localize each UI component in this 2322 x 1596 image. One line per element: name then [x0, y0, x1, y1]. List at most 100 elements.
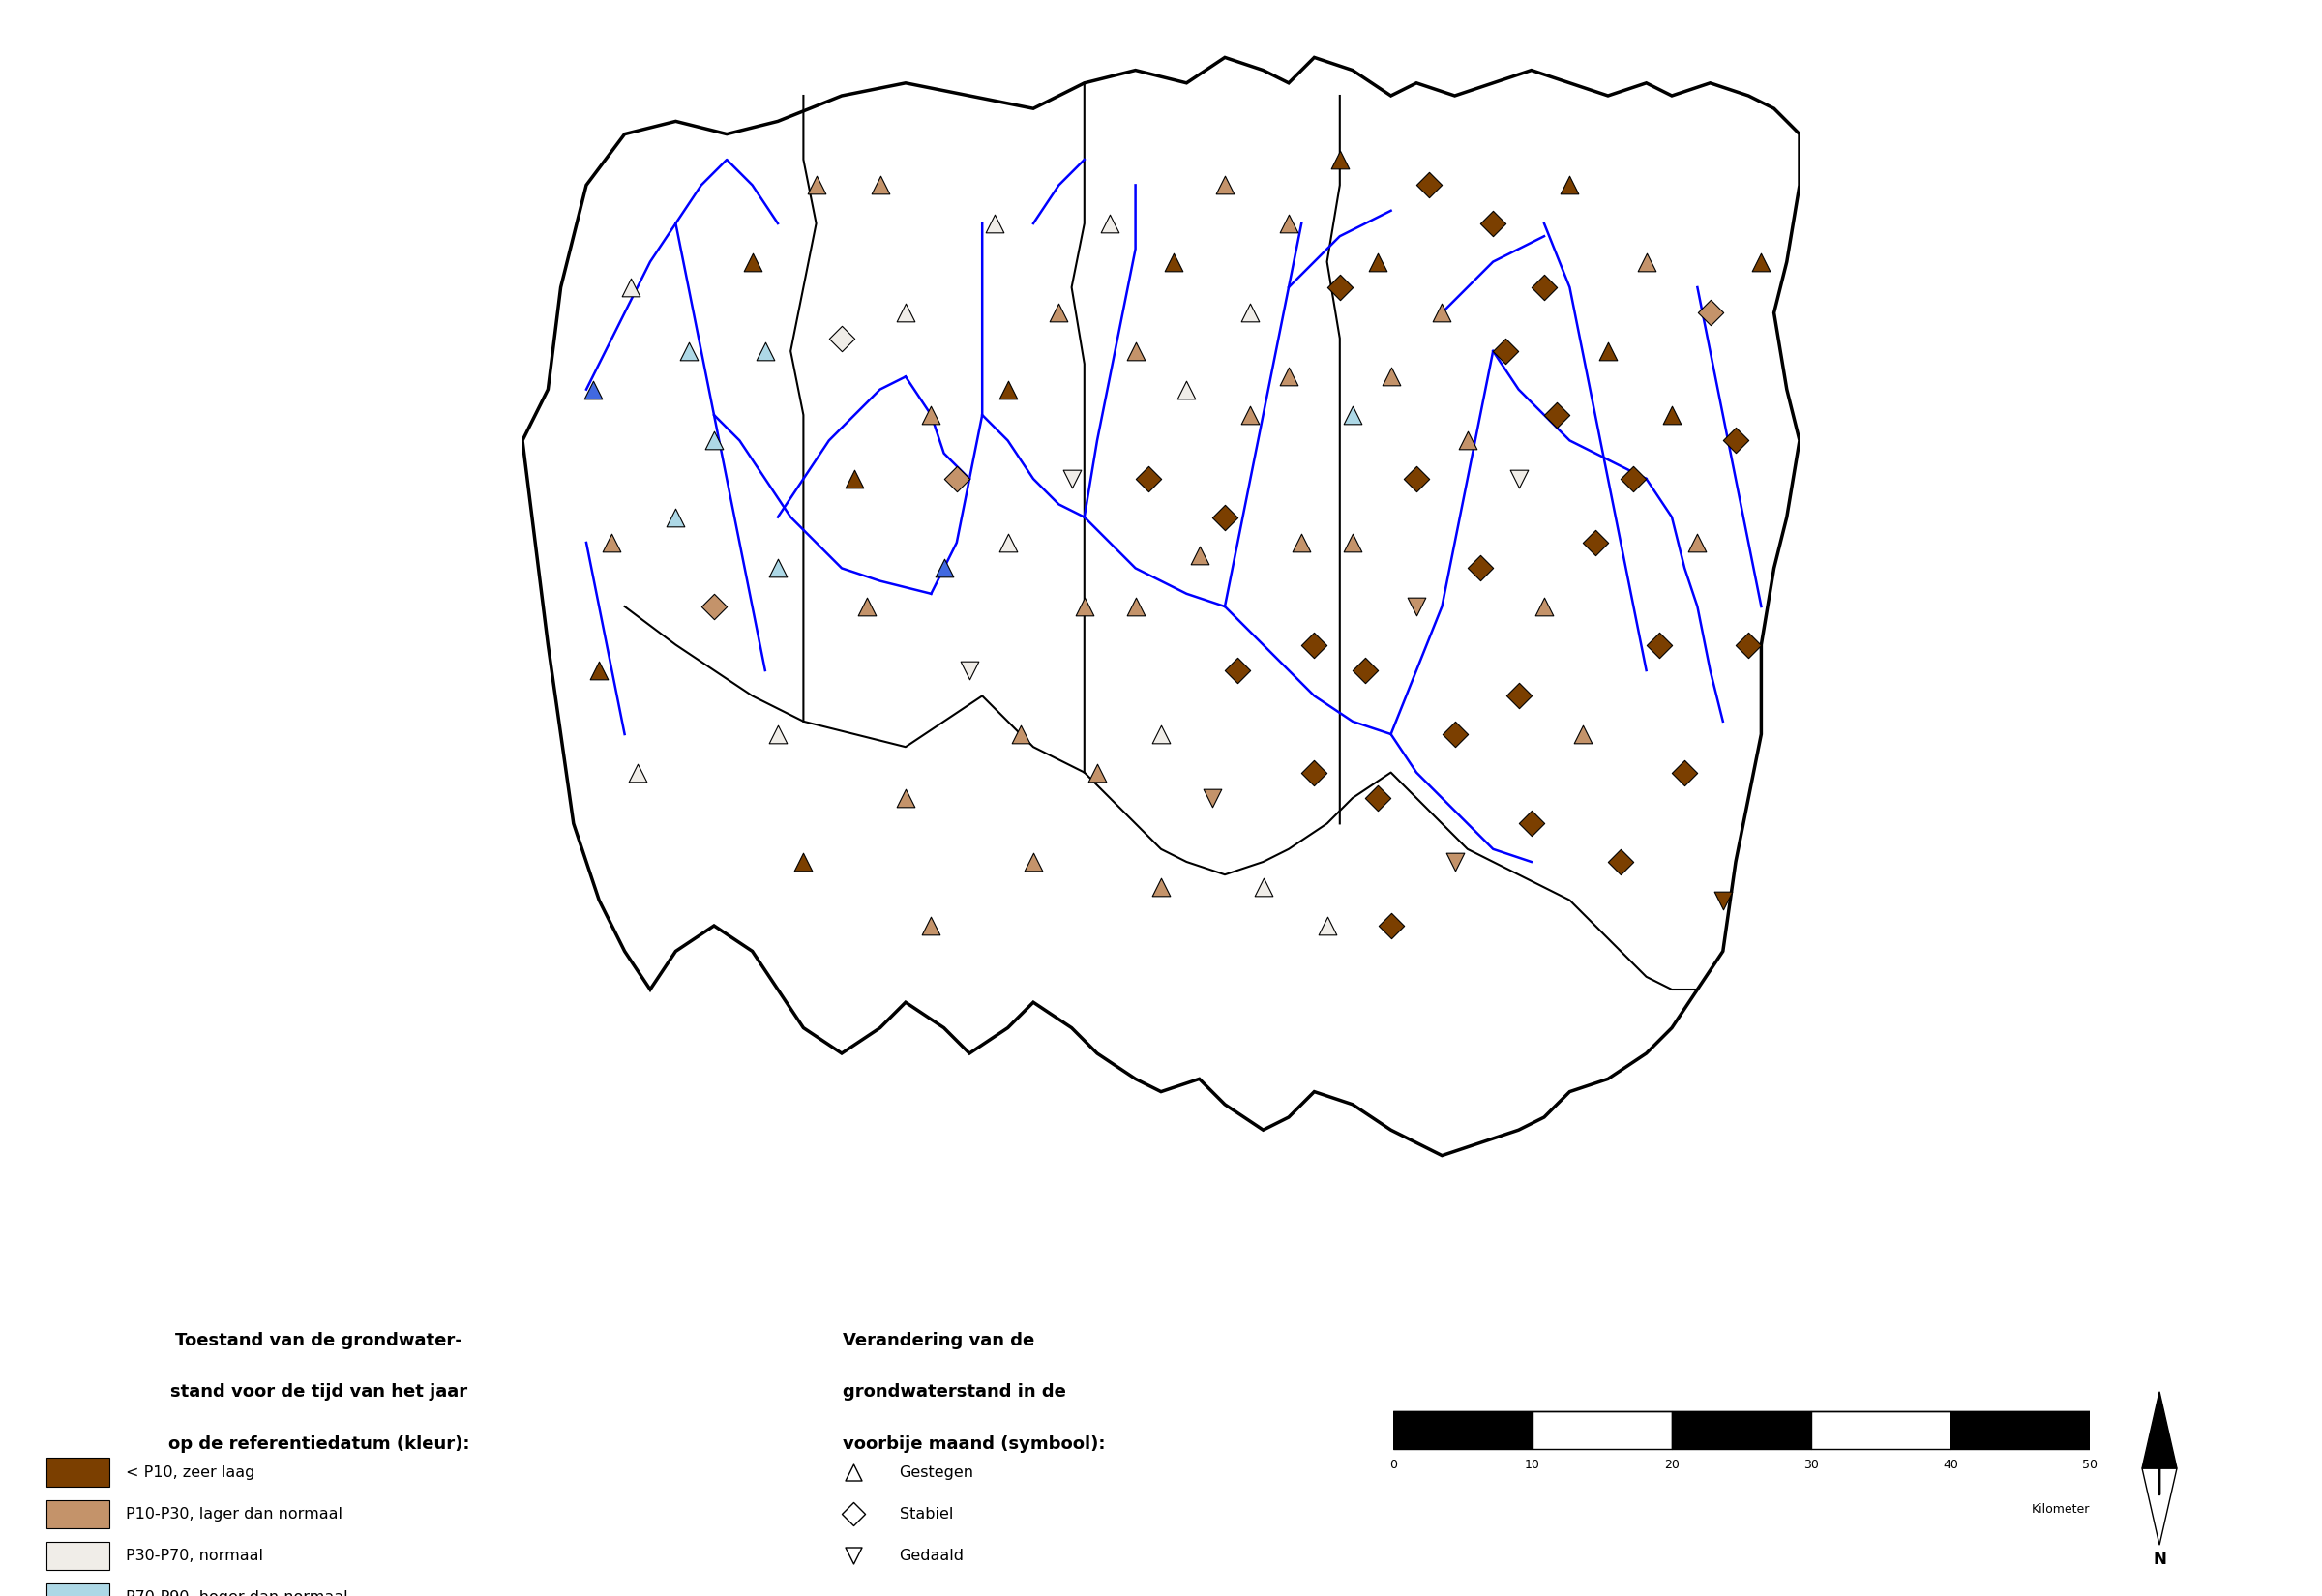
- Text: grondwaterstand in de: grondwaterstand in de: [843, 1384, 1066, 1401]
- Point: [1449, 428, 1486, 453]
- Point: [924, 555, 964, 581]
- Bar: [1811, 1411, 1950, 1449]
- Point: [1333, 402, 1370, 428]
- Point: [1270, 211, 1307, 236]
- Point: [1577, 530, 1614, 555]
- Point: [887, 785, 924, 811]
- Point: [913, 913, 950, 938]
- Point: [1142, 875, 1180, 900]
- Point: [1474, 211, 1512, 236]
- FancyBboxPatch shape: [46, 1542, 109, 1570]
- Point: [1372, 364, 1409, 389]
- Point: [1207, 172, 1245, 198]
- Point: [1361, 785, 1398, 811]
- FancyBboxPatch shape: [46, 1583, 109, 1596]
- Point: [1310, 913, 1347, 938]
- Point: [1128, 466, 1166, 492]
- Point: [836, 466, 873, 492]
- Point: [618, 760, 657, 785]
- Point: [759, 721, 796, 747]
- Point: [1526, 275, 1563, 300]
- Point: [1233, 402, 1270, 428]
- Point: [1435, 721, 1474, 747]
- Point: [1003, 721, 1040, 747]
- Point: [1500, 466, 1537, 492]
- Point: [1245, 875, 1282, 900]
- Point: [734, 249, 771, 275]
- Point: [1398, 466, 1435, 492]
- Point: [748, 338, 785, 364]
- Point: [1588, 338, 1625, 364]
- Text: P10-P30, lager dan normaal: P10-P30, lager dan normaal: [125, 1507, 341, 1521]
- Text: 40: 40: [1944, 1459, 1957, 1472]
- Text: stand voor de tijd van het jaar: stand voor de tijd van het jaar: [170, 1384, 467, 1401]
- Point: [952, 658, 989, 683]
- Point: [1282, 530, 1319, 555]
- Point: [1372, 913, 1409, 938]
- Point: [1296, 760, 1333, 785]
- Bar: [1672, 1411, 1811, 1449]
- Point: [1219, 658, 1256, 683]
- Point: [861, 172, 899, 198]
- Point: [887, 300, 924, 326]
- Point: [1052, 466, 1091, 492]
- Point: [1117, 594, 1154, 619]
- Point: [1693, 300, 1730, 326]
- Point: [1066, 594, 1103, 619]
- Text: Stabiel: Stabiel: [899, 1507, 952, 1521]
- Text: Gedaald: Gedaald: [899, 1548, 964, 1562]
- Point: [785, 849, 822, 875]
- Text: Verandering van de: Verandering van de: [843, 1331, 1033, 1349]
- Point: [1602, 849, 1639, 875]
- Point: [1409, 172, 1449, 198]
- Point: [759, 555, 796, 581]
- Point: [989, 377, 1026, 402]
- Text: voorbije maand (symbool):: voorbije maand (symbool):: [843, 1435, 1105, 1452]
- Point: [1730, 632, 1767, 658]
- Bar: [1950, 1411, 2090, 1449]
- FancyBboxPatch shape: [46, 1459, 109, 1487]
- Text: Gestegen: Gestegen: [899, 1465, 973, 1479]
- Point: [1539, 402, 1577, 428]
- Point: [1398, 594, 1435, 619]
- Point: [1040, 300, 1077, 326]
- Point: [1270, 364, 1307, 389]
- Point: [1168, 377, 1205, 402]
- Text: Kilometer: Kilometer: [2032, 1503, 2090, 1515]
- Point: [1194, 785, 1231, 811]
- Point: [1704, 887, 1742, 913]
- Text: < P10, zeer laag: < P10, zeer laag: [125, 1465, 255, 1479]
- Polygon shape: [2143, 1392, 2178, 1468]
- Point: [1015, 849, 1052, 875]
- Point: [1347, 658, 1384, 683]
- Point: [1077, 760, 1117, 785]
- Point: [594, 530, 632, 555]
- Point: [799, 172, 836, 198]
- Point: [1321, 147, 1358, 172]
- Point: [613, 275, 650, 300]
- Bar: [1393, 1411, 1533, 1449]
- Point: [1296, 632, 1333, 658]
- Point: [1361, 249, 1398, 275]
- Point: [1565, 721, 1602, 747]
- Text: 0: 0: [1389, 1459, 1398, 1472]
- Point: [836, 1460, 873, 1486]
- Text: Toestand van de grondwater-: Toestand van de grondwater-: [176, 1331, 462, 1349]
- Bar: [1533, 1411, 1672, 1449]
- Point: [1653, 402, 1690, 428]
- Point: [1488, 338, 1526, 364]
- Point: [1679, 530, 1716, 555]
- Point: [836, 1502, 873, 1527]
- FancyBboxPatch shape: [46, 1500, 109, 1529]
- Point: [1742, 249, 1779, 275]
- Point: [1321, 275, 1358, 300]
- Point: [1117, 338, 1154, 364]
- Text: N: N: [2152, 1551, 2166, 1567]
- Point: [1551, 172, 1588, 198]
- Point: [1667, 760, 1704, 785]
- Point: [697, 594, 734, 619]
- Point: [978, 211, 1015, 236]
- Text: P30-P70, normaal: P30-P70, normaal: [125, 1548, 262, 1562]
- Text: P70-P90, hoger dan normaal: P70-P90, hoger dan normaal: [125, 1590, 348, 1596]
- Point: [1156, 249, 1194, 275]
